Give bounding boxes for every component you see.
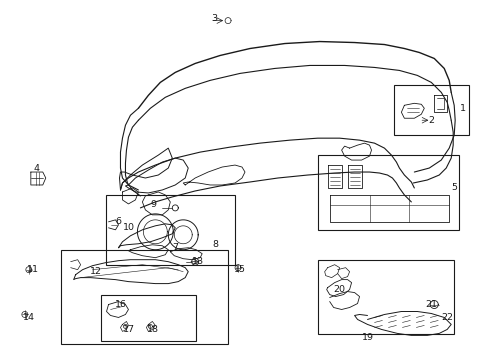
Text: 22: 22 [440, 313, 452, 322]
Text: 18: 18 [147, 325, 159, 334]
Text: 10: 10 [122, 223, 134, 232]
Bar [317, 260, 453, 334]
Text: 8: 8 [212, 240, 218, 249]
Text: 20: 20 [333, 285, 345, 294]
Text: 9: 9 [150, 201, 156, 210]
Text: 1: 1 [459, 104, 465, 113]
Text: 6: 6 [115, 217, 121, 226]
Text: 17: 17 [122, 325, 134, 334]
Bar [61, 250, 227, 345]
Text: 2: 2 [427, 116, 433, 125]
Text: 4: 4 [34, 163, 40, 172]
Bar [101, 294, 196, 341]
Text: 3: 3 [211, 14, 217, 23]
Text: 19: 19 [361, 333, 373, 342]
Bar [317, 155, 458, 230]
Bar [394, 85, 468, 135]
Text: 16: 16 [114, 300, 126, 309]
Text: 13: 13 [192, 257, 204, 266]
Text: 15: 15 [234, 265, 245, 274]
Text: 5: 5 [450, 184, 456, 193]
Bar [105, 195, 235, 265]
Text: 21: 21 [425, 300, 436, 309]
Text: 7: 7 [172, 243, 178, 252]
Text: 11: 11 [27, 265, 39, 274]
Text: 14: 14 [23, 313, 35, 322]
Text: 12: 12 [89, 267, 102, 276]
